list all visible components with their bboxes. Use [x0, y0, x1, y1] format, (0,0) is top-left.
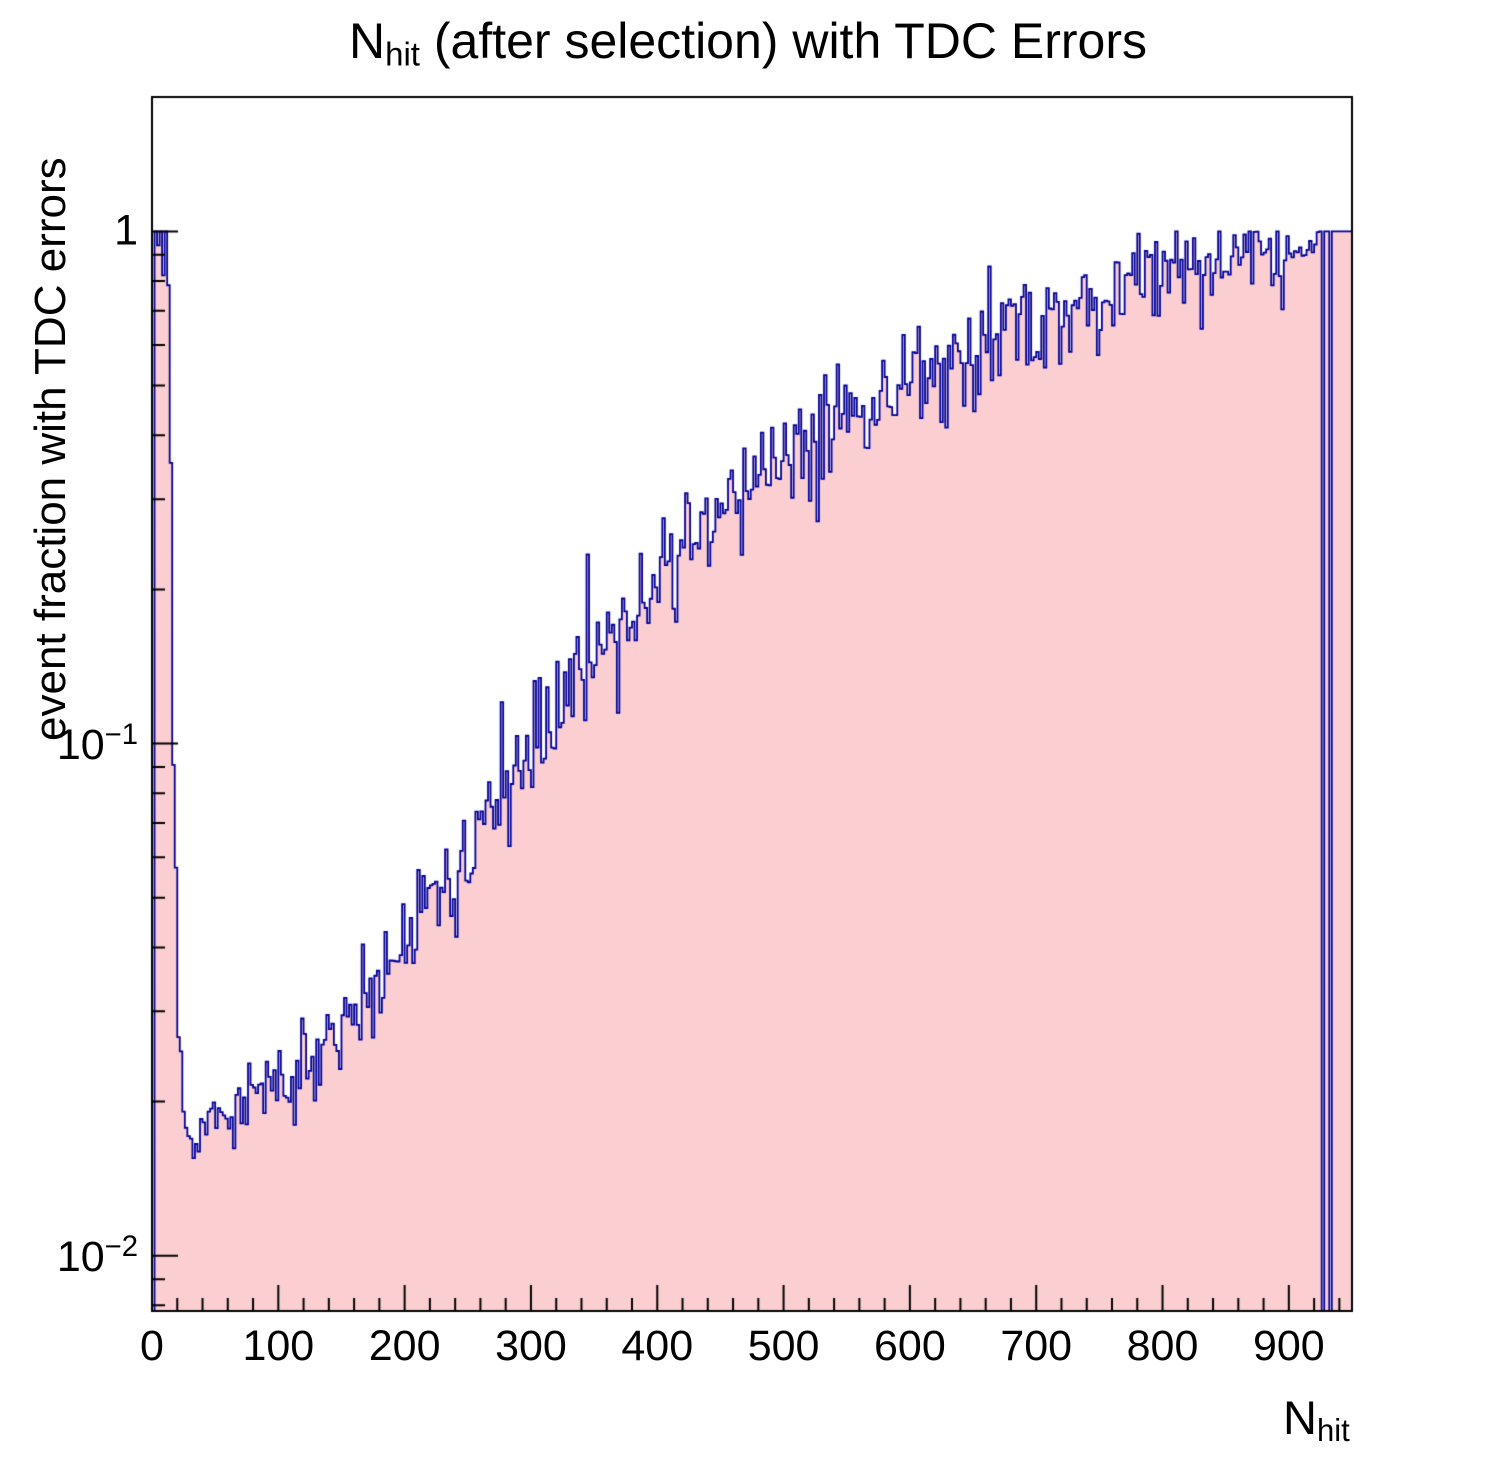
- y-tick-exponent: −2: [104, 1230, 138, 1263]
- y-tick-base: 10: [56, 720, 105, 769]
- y-tick-label: 1: [114, 206, 138, 255]
- x-axis-title-subscript: hit: [1316, 1412, 1350, 1448]
- x-tick-label: 0: [140, 1322, 164, 1370]
- y-tick-base: 10: [56, 1232, 105, 1281]
- x-tick-label: 600: [874, 1322, 946, 1370]
- chart-title-main: N: [349, 13, 386, 69]
- x-tick-label: 900: [1252, 1322, 1325, 1370]
- x-tick-label: 300: [495, 1322, 567, 1370]
- chart-title-rest: (after selection) with TDC Errors: [419, 13, 1147, 69]
- x-tick-label: 700: [1000, 1322, 1073, 1370]
- x-axis-title-main: N: [1283, 1391, 1317, 1444]
- x-tick-label: 800: [1126, 1322, 1199, 1370]
- y-tick-label: 10−2: [0, 1230, 138, 1281]
- x-axis-title: Nhit: [1283, 1390, 1350, 1449]
- x-tick-label: 500: [747, 1322, 820, 1370]
- chart-title: Nhit (after selection) with TDC Errors: [0, 12, 1496, 73]
- y-tick-exponent: −1: [104, 718, 138, 751]
- x-tick-label: 100: [242, 1322, 315, 1370]
- x-tick-label: 400: [621, 1322, 694, 1370]
- x-tick-label: 200: [368, 1322, 441, 1370]
- y-axis-title: event fraction with TDC errors: [26, 157, 75, 741]
- y-tick-label: 10−1: [0, 720, 138, 766]
- chart-title-subscript: hit: [385, 35, 420, 73]
